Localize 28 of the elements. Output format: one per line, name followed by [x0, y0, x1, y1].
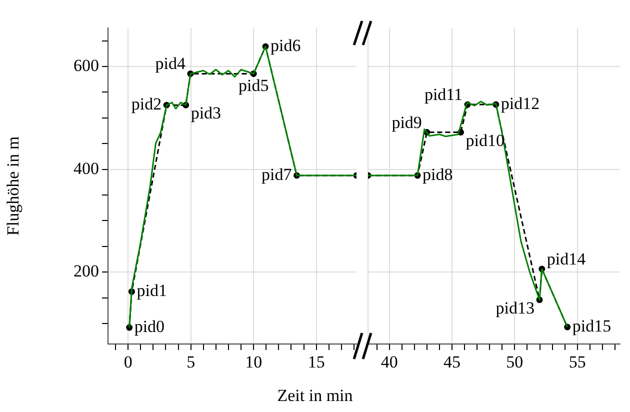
x-tick-label: 5	[186, 352, 196, 372]
y-tick-label: 200	[74, 262, 99, 281]
x-tick-label: 0	[124, 352, 132, 372]
y-axis-title: Flughöhe in m	[4, 136, 23, 236]
annotation: pid11	[424, 85, 463, 104]
annotation: pid7	[262, 164, 292, 184]
y-tick-label: 400	[74, 158, 99, 178]
x-axis-title: Zeit in min	[276, 386, 354, 406]
annotation: pid1	[136, 281, 167, 300]
annotation: pid8	[422, 164, 453, 184]
annotation: pid9	[392, 112, 422, 132]
x-tick-label: 50	[506, 352, 524, 372]
x-tick-label: 45	[444, 352, 460, 372]
y-tick-label: 600	[74, 56, 99, 76]
annotation: pid4	[155, 54, 186, 74]
annotation: pid6	[270, 36, 301, 55]
x-tick-label: 55	[568, 352, 586, 372]
annotation: pid12	[500, 94, 540, 114]
x-tick-label: 15	[308, 352, 325, 372]
annotation: pid14	[546, 249, 586, 268]
x-tick-label: 10	[245, 352, 262, 372]
annotation: pid15	[572, 316, 612, 336]
annotation: pid5	[238, 76, 269, 96]
annotation: pid3	[190, 104, 222, 123]
annotation: pid13	[496, 298, 535, 318]
annotation: pid2	[131, 94, 162, 114]
x-tick-label: 40	[380, 352, 398, 372]
annotation: pid0	[134, 317, 165, 336]
